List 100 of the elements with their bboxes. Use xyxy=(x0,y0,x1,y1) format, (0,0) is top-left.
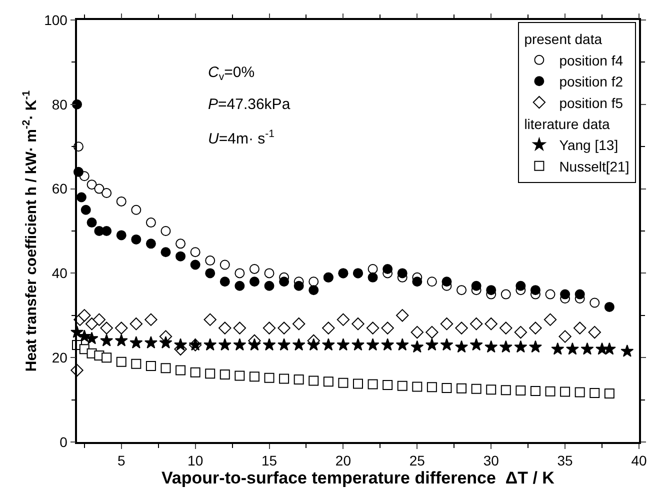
point xyxy=(440,317,454,330)
point xyxy=(190,247,200,258)
point xyxy=(602,342,616,355)
annotation: C$_{v}$=0% xyxy=(208,64,255,84)
point xyxy=(233,338,246,351)
y-tick-label: 100 xyxy=(44,12,68,28)
text: literature data xyxy=(524,116,610,132)
point xyxy=(159,336,172,348)
point xyxy=(486,384,496,395)
point xyxy=(470,338,483,351)
point xyxy=(381,322,394,334)
point xyxy=(588,326,601,339)
point xyxy=(144,313,158,326)
point xyxy=(412,276,422,287)
point xyxy=(529,322,542,334)
y-tick-label: 60 xyxy=(52,180,68,197)
point xyxy=(551,342,564,355)
point xyxy=(233,322,246,334)
point xyxy=(530,386,540,396)
point xyxy=(530,285,540,296)
point xyxy=(131,234,142,244)
text: present data xyxy=(524,31,602,48)
y-tick-label: 20 xyxy=(52,350,68,366)
point xyxy=(544,313,557,326)
point xyxy=(486,285,496,296)
point xyxy=(516,280,526,291)
point xyxy=(78,309,91,322)
point xyxy=(440,338,454,351)
point xyxy=(218,322,232,334)
point xyxy=(218,338,232,351)
x-tick-label: 10 xyxy=(188,452,204,469)
point xyxy=(146,238,156,249)
point xyxy=(566,342,579,355)
point xyxy=(382,380,393,390)
y-tick-label: 0 xyxy=(60,434,68,450)
legend-label: Yang [13] xyxy=(559,137,618,154)
point xyxy=(545,289,556,300)
point xyxy=(262,338,276,351)
point xyxy=(174,338,188,351)
x-tick-label: 40 xyxy=(631,452,647,469)
point xyxy=(115,322,128,334)
point xyxy=(368,272,378,282)
point xyxy=(102,352,112,363)
point xyxy=(545,386,556,396)
point xyxy=(248,338,261,351)
point xyxy=(366,322,380,334)
y-tick-label: 40 xyxy=(52,265,68,282)
point xyxy=(528,340,542,353)
point xyxy=(160,363,171,374)
x-tick-label: 35 xyxy=(557,452,574,469)
point xyxy=(116,196,126,206)
point xyxy=(322,322,335,334)
point xyxy=(456,383,467,394)
point xyxy=(336,338,350,351)
point xyxy=(366,338,380,351)
point xyxy=(574,289,585,300)
point xyxy=(114,334,128,346)
x-axis-title: Vapour-to-surface temperature difference ΔT / K xyxy=(162,468,556,488)
point xyxy=(100,334,114,346)
point xyxy=(204,313,216,326)
legend-label: Nusselt[21] xyxy=(559,158,630,174)
point xyxy=(471,280,482,291)
point xyxy=(160,247,171,258)
point xyxy=(308,276,319,287)
point xyxy=(573,322,586,334)
point xyxy=(146,361,156,372)
point xyxy=(294,280,304,291)
annotation: U=4m· s$^{-1}$ xyxy=(208,128,275,148)
point xyxy=(410,340,424,353)
point xyxy=(590,388,600,398)
point xyxy=(455,340,468,353)
legend-label: position f2 xyxy=(559,74,624,90)
point xyxy=(590,298,600,308)
point xyxy=(352,338,364,351)
point xyxy=(500,385,511,396)
point xyxy=(455,322,468,334)
point xyxy=(514,340,528,353)
legend-label: position f5 xyxy=(559,94,624,111)
point xyxy=(604,388,614,398)
point xyxy=(220,369,230,380)
point xyxy=(514,326,528,339)
point xyxy=(426,276,437,287)
point xyxy=(92,313,106,326)
point xyxy=(396,338,409,351)
point xyxy=(368,379,378,390)
point xyxy=(292,317,306,330)
point xyxy=(397,268,408,278)
point xyxy=(412,382,422,392)
point xyxy=(190,260,200,270)
point xyxy=(499,340,512,353)
point xyxy=(102,188,112,198)
point xyxy=(336,313,350,326)
point xyxy=(205,268,216,278)
point xyxy=(279,276,290,287)
point xyxy=(94,184,104,194)
point xyxy=(249,372,260,382)
point xyxy=(264,268,274,278)
point xyxy=(294,374,304,385)
point xyxy=(234,370,245,381)
point xyxy=(410,326,424,339)
